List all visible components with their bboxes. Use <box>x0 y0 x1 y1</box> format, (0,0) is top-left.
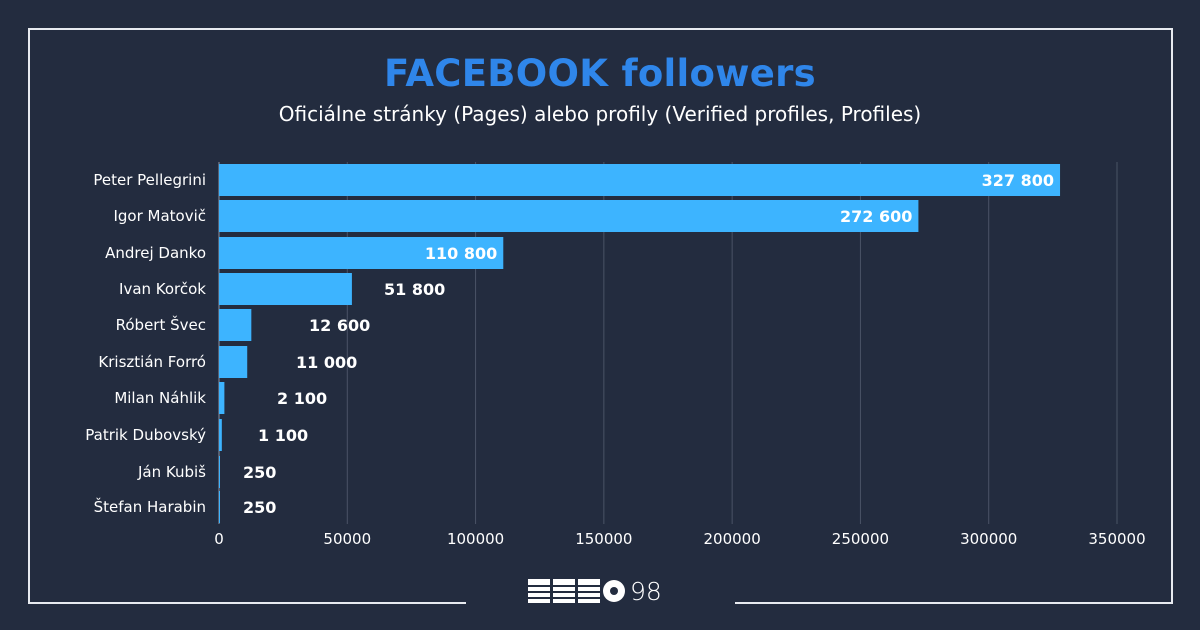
x-tick-label: 50000 <box>323 530 371 548</box>
bar <box>219 419 222 451</box>
category-label: Róbert Švec <box>116 315 206 334</box>
frame-right-border <box>1171 28 1173 604</box>
data-label: 110 800 <box>425 244 497 263</box>
category-label: Ivan Korčok <box>119 280 206 298</box>
category-label: Patrik Dubovský <box>85 426 206 444</box>
bar <box>219 456 220 488</box>
category-label: Ján Kubiš <box>137 463 206 481</box>
data-label: 250 <box>243 463 276 482</box>
data-label: 327 800 <box>982 171 1054 190</box>
x-tick-label: 150000 <box>575 530 632 548</box>
data-label: 272 600 <box>840 207 912 226</box>
logo-letter-o-icon <box>603 580 625 602</box>
category-label: Peter Pellegrini <box>93 171 206 189</box>
category-label: Štefan Harabin <box>94 497 206 516</box>
data-label: 1 100 <box>258 426 308 445</box>
bar <box>219 346 248 378</box>
logo-letter-m-icon <box>528 579 550 603</box>
frame-top-border <box>28 28 1173 30</box>
chart-subtitle: Oficiálne stránky (Pages) alebo profily … <box>278 102 922 126</box>
logo-letter-e-icon <box>553 579 575 603</box>
chart-title: FACEBOOK followers <box>383 52 816 95</box>
x-tick-label: 300000 <box>960 530 1017 548</box>
bar <box>219 273 352 305</box>
category-label: Andrej Danko <box>105 244 206 262</box>
x-tick-label: 250000 <box>832 530 889 548</box>
category-label: Krisztián Forró <box>98 353 206 371</box>
bar <box>219 491 220 523</box>
x-tick-label: 100000 <box>447 530 504 548</box>
frame-left-border <box>28 28 30 604</box>
bar <box>219 237 504 269</box>
frame-bottom-right-border <box>735 602 1173 604</box>
memo98-logo: 98 <box>528 576 678 606</box>
category-label: Igor Matovič <box>113 207 206 225</box>
bar <box>219 164 1061 196</box>
data-label: 51 800 <box>384 280 445 299</box>
x-tick-label: 200000 <box>704 530 761 548</box>
category-label: Milan Náhlik <box>114 389 206 407</box>
data-label: 11 000 <box>296 353 357 372</box>
x-tick-label: 0 <box>214 530 224 548</box>
logo-number: 98 <box>630 576 662 606</box>
logo-letter-m2-icon <box>578 579 600 603</box>
bar <box>219 382 225 414</box>
data-label: 250 <box>243 498 276 517</box>
x-tick-label: 350000 <box>1088 530 1145 548</box>
data-label: 12 600 <box>309 316 370 335</box>
data-label: 2 100 <box>277 389 327 408</box>
bar <box>219 309 252 341</box>
frame-bottom-left-border <box>28 602 466 604</box>
bar <box>219 200 919 232</box>
